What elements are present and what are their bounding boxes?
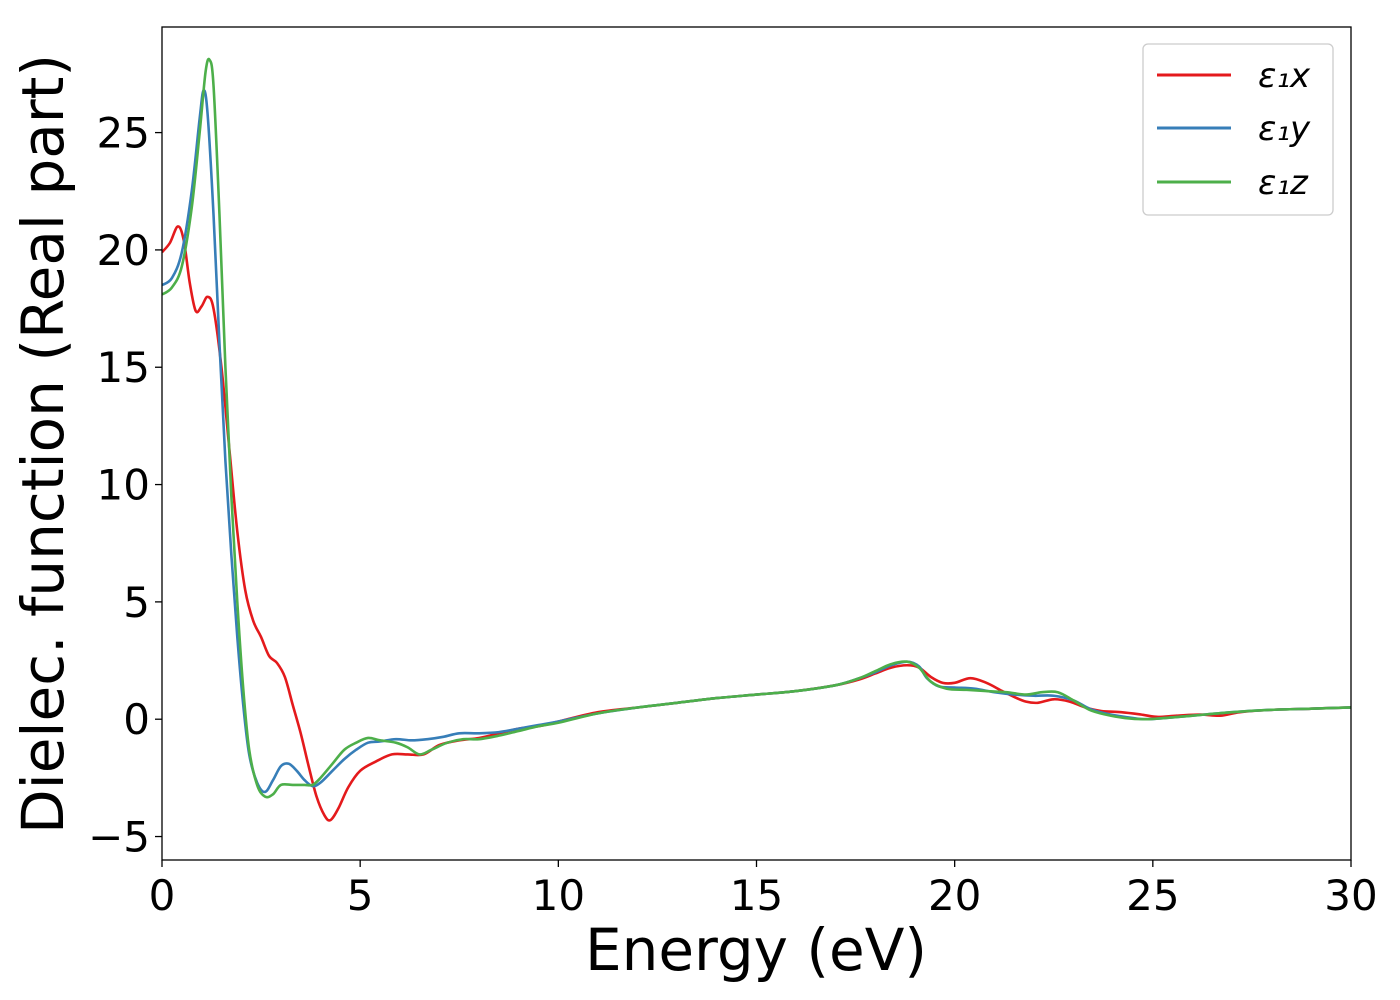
legend-label-y: ε₁y bbox=[1258, 109, 1311, 149]
y-tick-label: 0 bbox=[123, 695, 150, 744]
legend-box bbox=[1142, 43, 1334, 216]
y-tick-label: 20 bbox=[97, 226, 150, 275]
x-tick-label: 5 bbox=[347, 871, 374, 920]
x-tick-label: 30 bbox=[1324, 871, 1377, 920]
y-axis-ticks: −5 0 5 10 15 20 25 bbox=[88, 109, 162, 862]
x-axis-ticks: 0 5 10 15 20 25 30 bbox=[149, 860, 1378, 920]
x-tick-label: 10 bbox=[532, 871, 585, 920]
legend-label-z: ε₁z bbox=[1258, 163, 1309, 203]
y-tick-label: 10 bbox=[97, 461, 150, 510]
y-tick-label: 25 bbox=[97, 109, 150, 158]
y-tick-label: −5 bbox=[88, 813, 150, 862]
series-line-e1y bbox=[162, 88, 1351, 794]
y-axis-title: Dielec. function (Real part) bbox=[9, 54, 77, 834]
legend-label-x: ε₁x bbox=[1258, 56, 1311, 96]
y-tick-label: 15 bbox=[97, 343, 150, 392]
x-tick-label: 15 bbox=[730, 871, 783, 920]
x-tick-label: 20 bbox=[928, 871, 981, 920]
x-tick-label: 0 bbox=[149, 871, 176, 920]
y-tick-label: 5 bbox=[123, 578, 150, 627]
series-layer bbox=[162, 57, 1351, 822]
x-axis-title: Energy (eV) bbox=[585, 916, 927, 984]
x-tick-label: 25 bbox=[1126, 871, 1179, 920]
series-line-e1z bbox=[162, 57, 1351, 799]
legend: ε₁x ε₁y ε₁z bbox=[1142, 43, 1334, 216]
